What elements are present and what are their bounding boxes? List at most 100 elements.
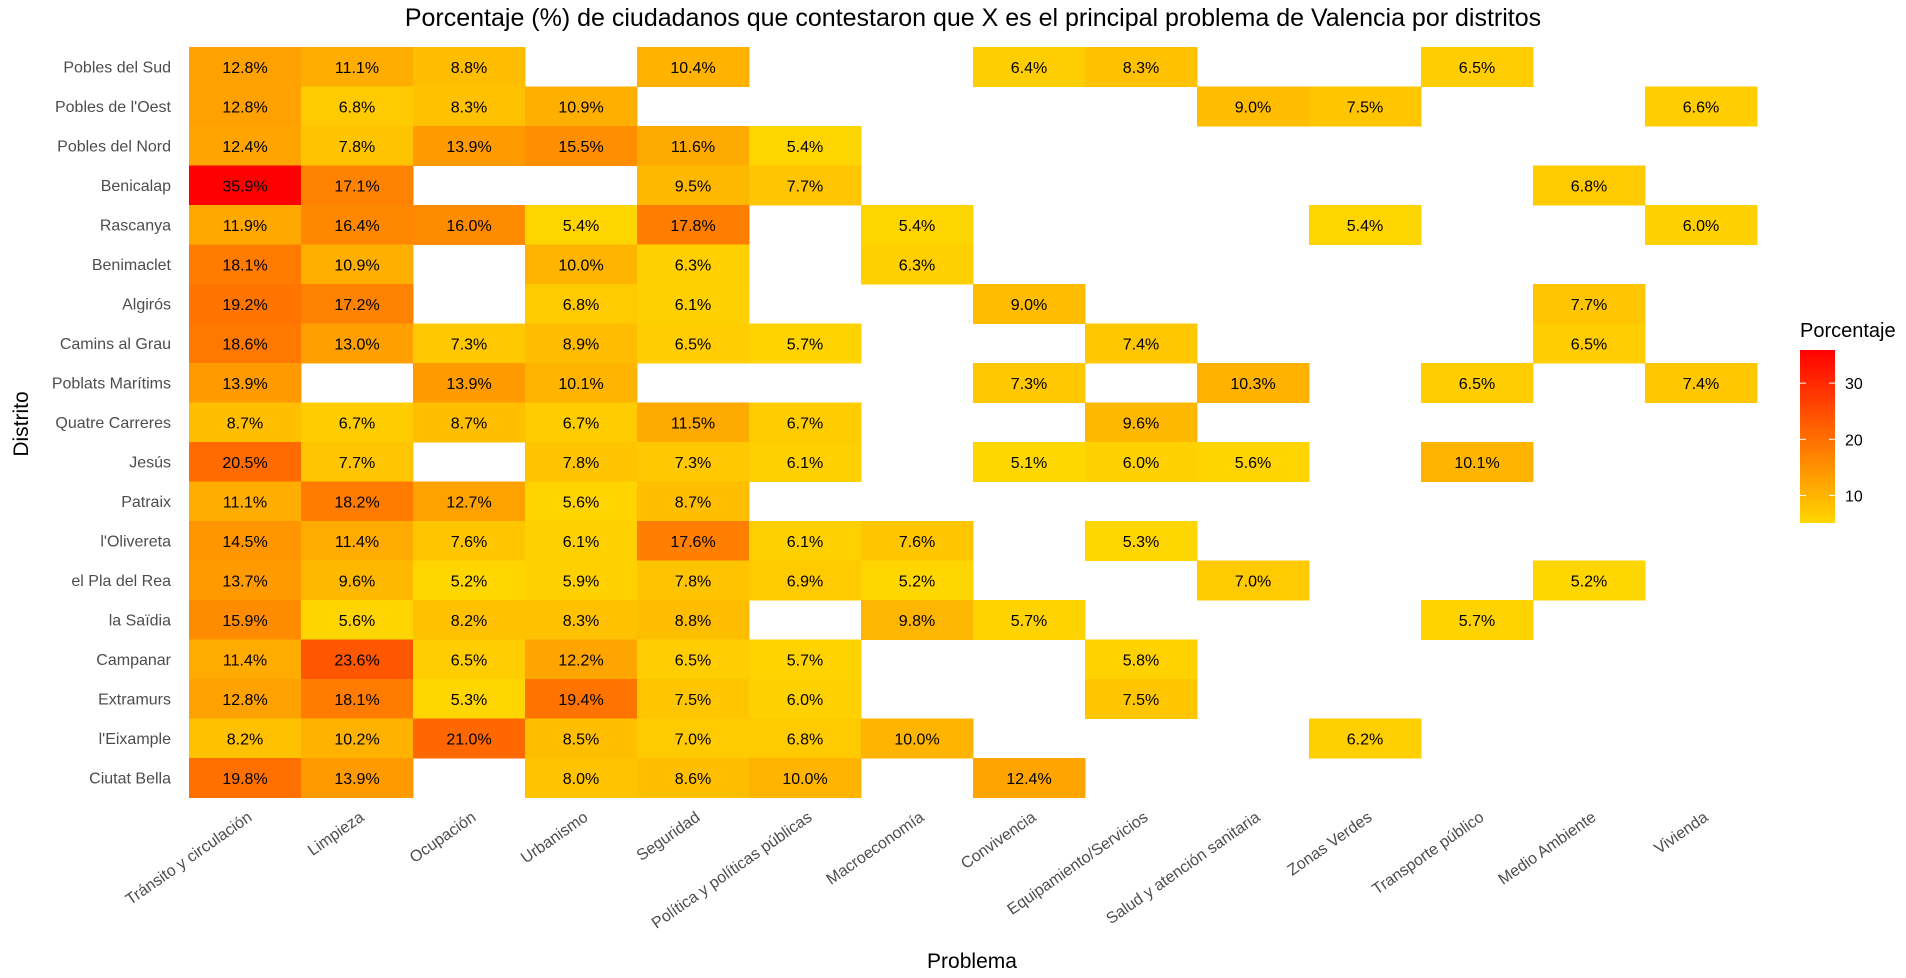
- chart-title: Porcentaje (%) de ciudadanos que contest…: [405, 4, 1541, 32]
- heatmap-cell: [637, 442, 750, 482]
- cell-value-label: 16.0%: [446, 218, 491, 235]
- cell-value-label: 10.0%: [782, 771, 827, 788]
- cell-value-label: 11.6%: [671, 139, 715, 156]
- heatmap-cell: [637, 481, 750, 522]
- x-axis-title: Problema: [927, 950, 1017, 973]
- heatmap-cell: [525, 402, 638, 443]
- cell-value-label: 8.7%: [675, 494, 711, 511]
- heatmap-cell: [749, 679, 862, 719]
- x-tick-label: Tránsito y circulación: [123, 809, 255, 909]
- heatmap-cell: [189, 718, 302, 759]
- legend-color-bar: [1800, 350, 1835, 523]
- x-tick-label: Limpieza: [305, 809, 367, 860]
- cell-value-label: 6.8%: [1571, 178, 1607, 195]
- heatmap-cell: [637, 718, 750, 759]
- heatmap-cell: [525, 600, 638, 640]
- cell-value-label: 12.7%: [446, 494, 491, 511]
- heatmap-cell: [525, 205, 638, 245]
- y-tick-label: Pobles del Sud: [63, 59, 171, 76]
- heatmap-cell: [525, 481, 638, 522]
- heatmap-cell: [189, 758, 302, 798]
- cell-value-label: 7.5%: [1347, 99, 1383, 116]
- cell-value-label: 13.7%: [222, 573, 267, 590]
- heatmap-cell: [413, 363, 526, 403]
- heatmap-cell: [861, 244, 974, 285]
- heatmap-cell: [973, 758, 1086, 798]
- x-tick-label: Medio Ambiente: [1496, 809, 1600, 889]
- x-tick-label: Transporte público: [1369, 809, 1487, 899]
- heatmap-cell: [525, 521, 638, 561]
- y-tick-label: Pobles de l'Oest: [55, 99, 172, 116]
- heatmap-cell: [301, 284, 414, 324]
- cell-value-label: 9.0%: [1235, 99, 1271, 116]
- cell-value-label: 6.1%: [787, 534, 823, 551]
- y-tick-label: Poblats Marítims: [52, 375, 171, 392]
- heatmap-cell: [301, 402, 414, 443]
- heatmap-cell: [637, 165, 750, 206]
- cell-value-label: 6.3%: [899, 257, 935, 274]
- cell-value-label: 21.0%: [446, 731, 491, 748]
- heatmap-cell: [525, 323, 638, 364]
- cell-value-label: 9.5%: [675, 178, 711, 195]
- cell-value-label: 6.6%: [1683, 99, 1719, 116]
- cell-value-label: 6.7%: [339, 415, 375, 432]
- cell-value-label: 6.0%: [787, 692, 823, 709]
- cell-value-label: 10.2%: [334, 731, 379, 748]
- y-tick-label: Ciutat Bella: [89, 770, 171, 787]
- cell-value-label: 6.1%: [563, 534, 599, 551]
- cell-value-label: 6.5%: [675, 336, 711, 353]
- heatmap-cell: [637, 47, 750, 87]
- heatmap-cell: [749, 323, 862, 364]
- heatmap-cell: [525, 442, 638, 482]
- cell-value-label: 10.1%: [1454, 455, 1499, 472]
- heatmap-cell: [525, 560, 638, 601]
- heatmap-cell-labels: 12.8% 11.1% 8.8% 10.4% 6.4% 8.3% 6.5% 12.8% 6.8%…: [222, 60, 1719, 788]
- cell-value-label: 8.7%: [451, 415, 487, 432]
- legend-tick-label: 20: [1845, 432, 1863, 449]
- heatmap-cell: [749, 639, 862, 680]
- heatmap-cell: [749, 758, 862, 798]
- heatmap-cell: [637, 244, 750, 285]
- y-tick-label: Rascanya: [100, 217, 171, 234]
- cell-value-label: 5.4%: [899, 218, 935, 235]
- heatmap-cell: [413, 205, 526, 245]
- heatmap-cell: [189, 600, 302, 640]
- cell-value-label: 17.8%: [670, 218, 715, 235]
- cell-value-label: 6.4%: [1011, 60, 1047, 77]
- heatmap-cell: [301, 244, 414, 285]
- y-tick-label: Pobles del Nord: [57, 138, 171, 155]
- cell-value-label: 7.0%: [1235, 573, 1271, 590]
- heatmap-cell: [1533, 560, 1646, 601]
- x-axis-ticks: Tránsito y circulación Limpieza Ocupación U…: [123, 809, 1711, 933]
- cell-value-label: 7.8%: [339, 139, 375, 156]
- heatmap-cell: [413, 47, 526, 87]
- x-tick-label: Vivienda: [1651, 809, 1711, 858]
- cell-value-label: 7.0%: [675, 731, 711, 748]
- cell-value-label: 8.8%: [451, 60, 487, 77]
- heatmap-cell: [301, 205, 414, 245]
- color-legend: Porcentaje 10 20 30: [1800, 320, 1896, 523]
- cell-value-label: 12.4%: [1006, 771, 1051, 788]
- cell-value-label: 16.4%: [334, 218, 379, 235]
- cell-value-label: 12.8%: [222, 60, 267, 77]
- heatmap-cell: [1645, 363, 1758, 403]
- cell-value-label: 5.6%: [1235, 455, 1271, 472]
- heatmap-cell: [749, 560, 862, 601]
- legend-tick-label: 30: [1845, 376, 1863, 393]
- cell-value-label: 5.3%: [1123, 534, 1159, 551]
- y-tick-label: l'Eixample: [99, 731, 172, 748]
- cell-value-label: 7.7%: [1571, 297, 1607, 314]
- cell-value-label: 11.1%: [223, 494, 267, 511]
- heatmap-cell: [525, 679, 638, 719]
- heatmap-cell: [1421, 47, 1534, 87]
- heatmap-cell: [301, 521, 414, 561]
- heatmap-cell: [1197, 363, 1310, 403]
- heatmap-cell: [749, 126, 862, 166]
- heatmap-cell: [525, 639, 638, 680]
- cell-value-label: 10.9%: [558, 99, 603, 116]
- cell-value-label: 17.6%: [670, 534, 715, 551]
- cell-value-label: 5.3%: [451, 692, 487, 709]
- cell-value-label: 6.0%: [1123, 455, 1159, 472]
- cell-value-label: 10.4%: [670, 60, 715, 77]
- cell-value-label: 5.7%: [1011, 613, 1047, 630]
